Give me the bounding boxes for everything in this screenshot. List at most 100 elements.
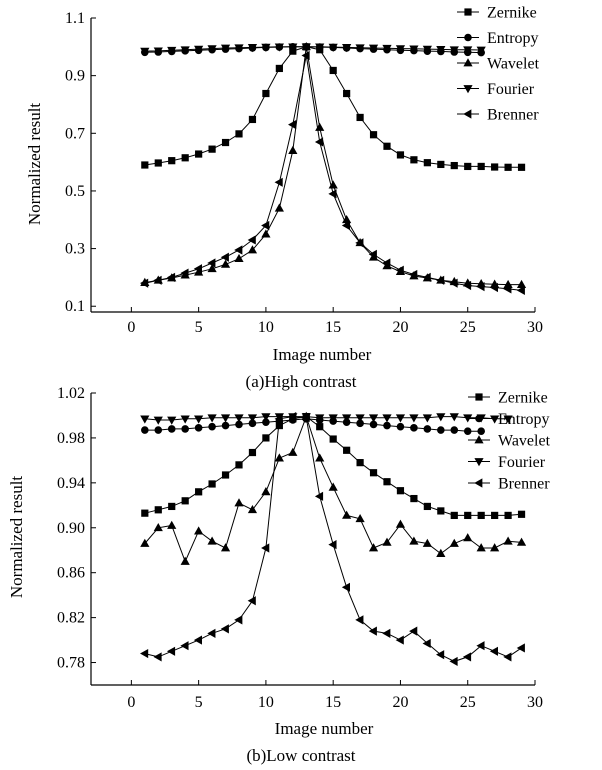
data-point [140,278,149,288]
data-point [140,648,149,659]
data-point [234,245,243,255]
data-point [449,656,458,667]
data-point [396,487,405,495]
data-point [409,45,419,54]
data-point [168,157,176,165]
data-point [194,267,204,276]
chart-caption: (b)Low contrast [246,746,355,765]
data-point [449,46,459,55]
data-point [261,229,271,238]
data-point [167,416,177,425]
y-tick-label: 0.5 [65,183,85,200]
data-point [395,519,406,528]
data-point [464,162,472,171]
x-tick-label: 0 [127,319,135,336]
legend-label: Brenner [487,107,539,124]
data-point [328,482,338,491]
data-point [220,252,229,262]
data-point [355,414,365,423]
data-point [355,513,365,523]
series-wavelet [140,411,527,565]
data-point [450,511,458,520]
data-point [208,145,216,153]
legend-label: Brenner [498,476,550,493]
data-point [342,510,352,519]
data-point [369,131,378,139]
x-tick-label: 10 [258,694,274,711]
data-point [153,47,163,56]
data-point [207,263,217,273]
x-tick-label: 30 [527,319,543,336]
data-point [168,502,176,511]
y-tick-label: 0.98 [57,430,85,447]
data-point [314,491,324,501]
data-point [261,487,271,496]
data-point [436,275,445,285]
data-point [262,418,270,427]
data-point [382,414,392,423]
data-point [315,453,325,462]
data-point [180,415,190,424]
data-point [422,538,432,547]
data-point [247,505,258,514]
data-point [220,624,229,634]
data-point [180,268,189,278]
data-point [274,177,283,187]
x-tick-label: 25 [460,694,476,711]
data-point [247,596,256,606]
legend-marker [475,414,483,423]
data-point [328,540,337,550]
legend-label: Wavelet [487,56,540,73]
y-tick-label: 1.1 [65,10,85,27]
data-point [181,154,189,162]
x-tick-label: 15 [325,694,341,711]
data-point [449,538,459,547]
data-point [221,471,230,479]
x-tick-label: 15 [325,319,341,336]
data-point [329,435,337,443]
data-point [437,507,445,515]
series-entropy [141,415,485,435]
data-point [154,159,162,167]
data-point [477,162,485,171]
y-tick-label: 0.90 [57,520,85,537]
data-point [489,646,498,656]
data-point [315,414,325,423]
y-tick-label: 0.78 [57,655,85,672]
data-point [490,415,500,424]
data-point [423,159,431,167]
chart-caption: (a)High contrast [246,372,357,391]
data-point [450,426,459,434]
data-point [477,427,485,435]
data-point [235,130,243,138]
legend-marker [464,33,472,42]
legend-marker [474,478,483,488]
data-point [503,536,513,545]
data-point [301,43,311,52]
data-point [153,416,163,425]
data-point [181,497,189,505]
data-point [235,461,243,469]
data-point [368,249,377,259]
plot-low-contrast: 0 5 10 15 20 25 30 0.78 0.82 0.86 0.90 0.94 0.98 1.02… [57,385,551,711]
data-point [140,47,150,56]
y-tick-label: 0.9 [65,68,85,85]
legend-marker [475,393,483,401]
data-point [450,161,458,170]
data-point [368,414,379,423]
y-tick-label: 0.1 [65,298,85,315]
data-point [383,478,391,486]
y-axis-label: Normalized result [7,476,26,599]
data-point [247,235,256,245]
data-point [356,459,364,467]
legend-marker [474,458,484,467]
data-point [261,413,271,422]
data-point [194,424,203,432]
data-point [274,43,284,52]
data-point [274,453,284,462]
data-point [180,556,190,565]
x-tick-label: 25 [460,319,476,336]
data-point [329,66,337,75]
data-point [140,538,150,547]
